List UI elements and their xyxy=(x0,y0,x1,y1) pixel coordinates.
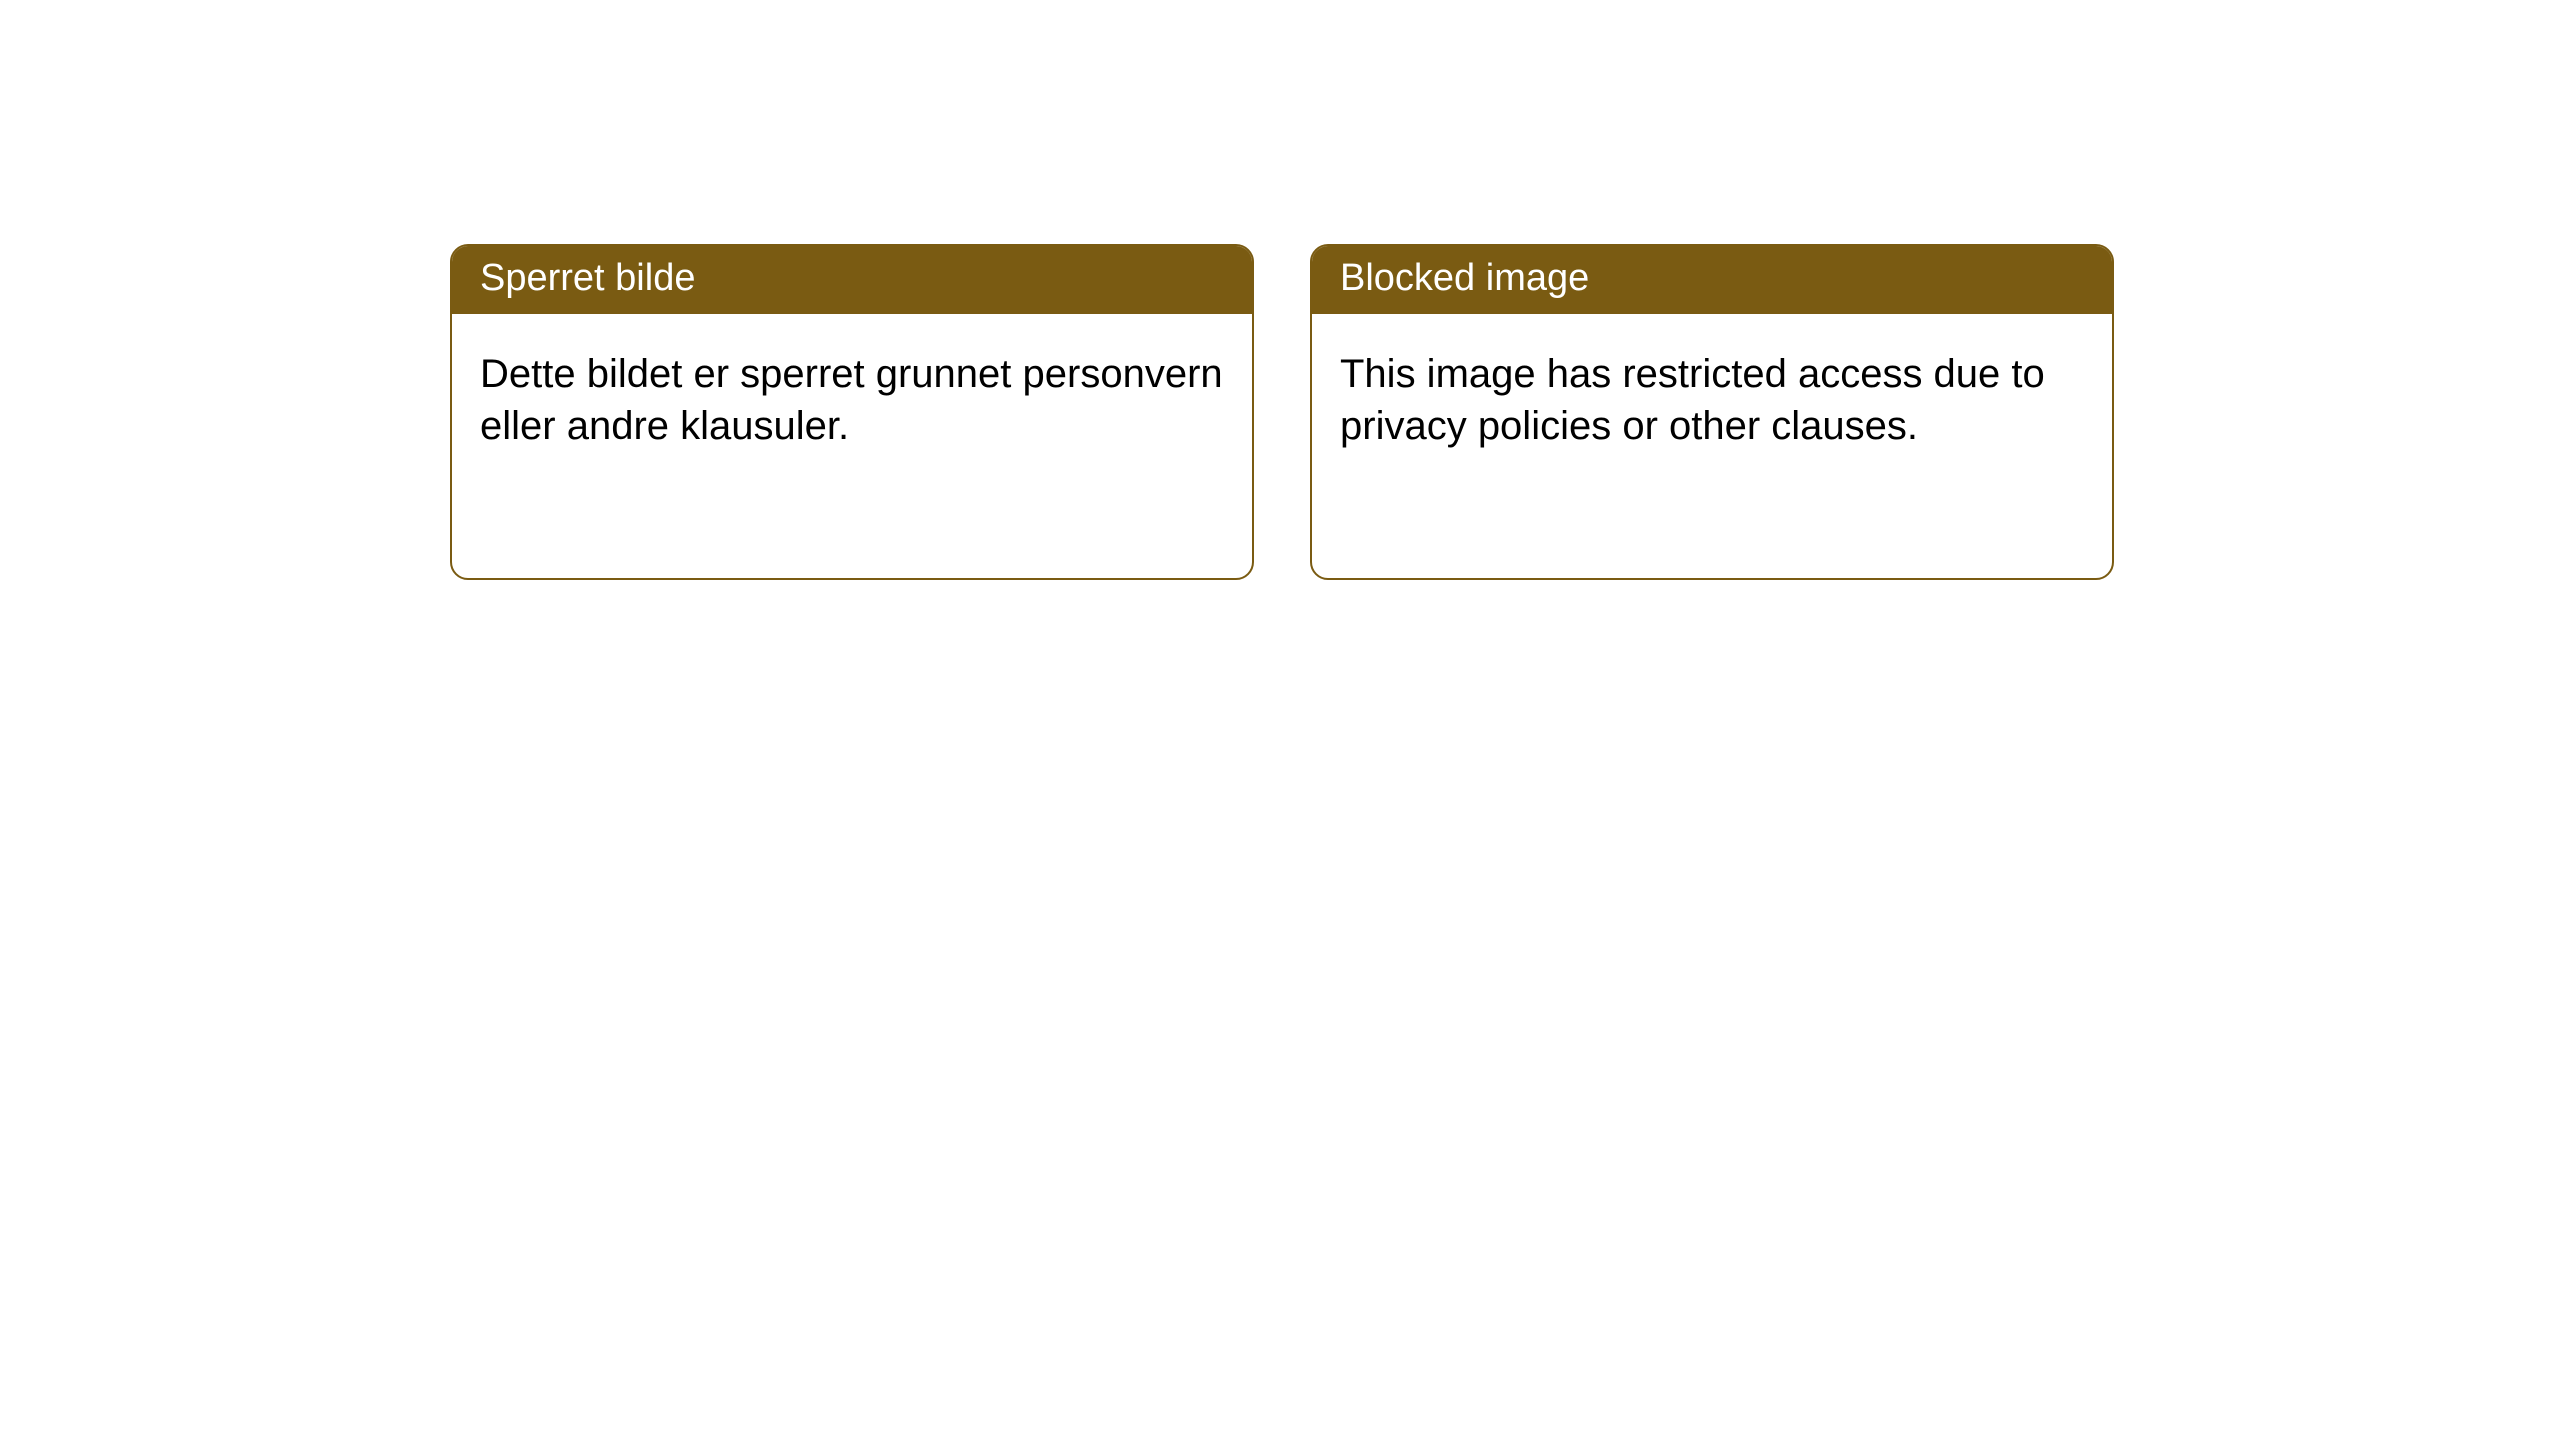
notice-card-en: Blocked image This image has restricted … xyxy=(1310,244,2114,580)
notice-body-en: This image has restricted access due to … xyxy=(1312,314,2112,486)
notice-title-nb: Sperret bilde xyxy=(452,246,1252,314)
notice-title-en: Blocked image xyxy=(1312,246,2112,314)
notice-container: Sperret bilde Dette bildet er sperret gr… xyxy=(0,0,2560,580)
notice-card-nb: Sperret bilde Dette bildet er sperret gr… xyxy=(450,244,1254,580)
notice-body-nb: Dette bildet er sperret grunnet personve… xyxy=(452,314,1252,486)
